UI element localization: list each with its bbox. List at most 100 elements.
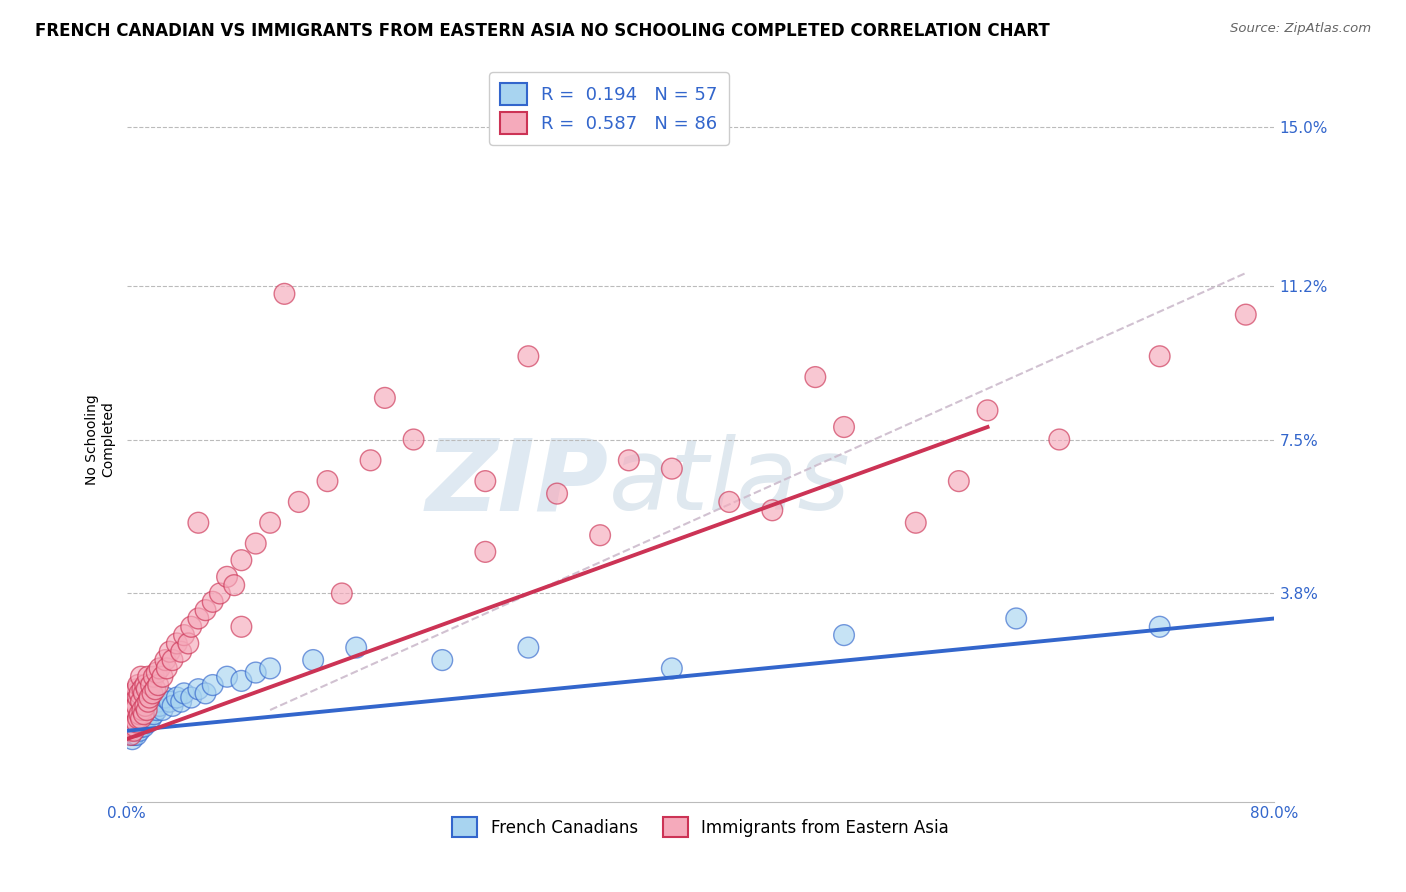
Ellipse shape bbox=[134, 716, 155, 737]
Ellipse shape bbox=[131, 691, 152, 712]
Ellipse shape bbox=[132, 699, 153, 721]
Ellipse shape bbox=[432, 649, 453, 671]
Ellipse shape bbox=[136, 679, 157, 699]
Ellipse shape bbox=[143, 704, 165, 724]
Ellipse shape bbox=[145, 679, 166, 699]
Ellipse shape bbox=[149, 696, 170, 716]
Ellipse shape bbox=[143, 666, 165, 687]
Ellipse shape bbox=[170, 641, 191, 662]
Ellipse shape bbox=[136, 708, 157, 729]
Ellipse shape bbox=[127, 712, 148, 733]
Ellipse shape bbox=[302, 649, 323, 671]
Ellipse shape bbox=[122, 716, 142, 737]
Ellipse shape bbox=[662, 658, 682, 679]
Ellipse shape bbox=[834, 417, 855, 437]
Ellipse shape bbox=[274, 284, 295, 304]
Ellipse shape bbox=[128, 716, 149, 737]
Ellipse shape bbox=[124, 691, 145, 712]
Ellipse shape bbox=[129, 704, 150, 724]
Ellipse shape bbox=[260, 512, 280, 533]
Ellipse shape bbox=[159, 691, 180, 712]
Ellipse shape bbox=[475, 471, 496, 491]
Ellipse shape bbox=[332, 583, 352, 604]
Ellipse shape bbox=[155, 687, 176, 708]
Ellipse shape bbox=[121, 704, 141, 724]
Ellipse shape bbox=[202, 591, 224, 612]
Ellipse shape bbox=[120, 724, 139, 746]
Text: FRENCH CANADIAN VS IMMIGRANTS FROM EASTERN ASIA NO SCHOOLING COMPLETED CORRELATI: FRENCH CANADIAN VS IMMIGRANTS FROM EASTE… bbox=[35, 22, 1050, 40]
Ellipse shape bbox=[718, 491, 740, 512]
Ellipse shape bbox=[195, 599, 217, 621]
Ellipse shape bbox=[174, 683, 194, 704]
Legend: French Canadians, Immigrants from Eastern Asia: French Canadians, Immigrants from Easter… bbox=[446, 810, 956, 844]
Ellipse shape bbox=[202, 674, 224, 696]
Ellipse shape bbox=[131, 666, 152, 687]
Ellipse shape bbox=[188, 679, 208, 699]
Ellipse shape bbox=[806, 367, 825, 387]
Ellipse shape bbox=[181, 687, 201, 708]
Ellipse shape bbox=[141, 674, 162, 696]
Ellipse shape bbox=[404, 429, 425, 450]
Ellipse shape bbox=[179, 633, 198, 654]
Ellipse shape bbox=[547, 483, 568, 504]
Ellipse shape bbox=[159, 641, 180, 662]
Ellipse shape bbox=[374, 387, 395, 409]
Ellipse shape bbox=[156, 658, 177, 679]
Ellipse shape bbox=[145, 696, 166, 716]
Ellipse shape bbox=[125, 721, 146, 741]
Ellipse shape bbox=[170, 691, 191, 712]
Ellipse shape bbox=[905, 512, 927, 533]
Ellipse shape bbox=[136, 696, 157, 716]
Ellipse shape bbox=[138, 666, 159, 687]
Ellipse shape bbox=[142, 683, 163, 704]
Ellipse shape bbox=[131, 704, 152, 724]
Ellipse shape bbox=[209, 583, 231, 604]
Ellipse shape bbox=[619, 450, 640, 471]
Ellipse shape bbox=[148, 691, 169, 712]
Ellipse shape bbox=[139, 704, 160, 724]
Ellipse shape bbox=[125, 699, 146, 721]
Ellipse shape bbox=[162, 649, 183, 671]
Ellipse shape bbox=[129, 683, 150, 704]
Ellipse shape bbox=[318, 471, 337, 491]
Ellipse shape bbox=[360, 450, 381, 471]
Ellipse shape bbox=[122, 729, 142, 749]
Ellipse shape bbox=[128, 704, 149, 724]
Ellipse shape bbox=[1149, 616, 1170, 637]
Ellipse shape bbox=[128, 687, 149, 708]
Ellipse shape bbox=[188, 608, 208, 629]
Ellipse shape bbox=[124, 708, 145, 729]
Ellipse shape bbox=[134, 683, 155, 704]
Ellipse shape bbox=[122, 699, 142, 721]
Ellipse shape bbox=[475, 541, 496, 562]
Ellipse shape bbox=[124, 721, 145, 741]
Ellipse shape bbox=[138, 699, 159, 721]
Ellipse shape bbox=[174, 624, 194, 646]
Ellipse shape bbox=[124, 724, 145, 746]
Ellipse shape bbox=[141, 708, 162, 729]
Ellipse shape bbox=[1149, 346, 1170, 367]
Ellipse shape bbox=[131, 716, 152, 737]
Ellipse shape bbox=[135, 712, 156, 733]
Ellipse shape bbox=[166, 687, 187, 708]
Ellipse shape bbox=[121, 724, 141, 746]
Ellipse shape bbox=[131, 708, 152, 729]
Ellipse shape bbox=[246, 533, 266, 554]
Ellipse shape bbox=[217, 566, 238, 587]
Ellipse shape bbox=[129, 721, 150, 741]
Ellipse shape bbox=[181, 616, 201, 637]
Ellipse shape bbox=[662, 458, 682, 479]
Text: atlas: atlas bbox=[609, 434, 851, 532]
Ellipse shape bbox=[122, 716, 142, 737]
Ellipse shape bbox=[155, 649, 176, 671]
Y-axis label: No Schooling
Completed: No Schooling Completed bbox=[86, 394, 115, 485]
Ellipse shape bbox=[188, 512, 208, 533]
Text: Source: ZipAtlas.com: Source: ZipAtlas.com bbox=[1230, 22, 1371, 36]
Ellipse shape bbox=[135, 699, 156, 721]
Ellipse shape bbox=[149, 658, 170, 679]
Ellipse shape bbox=[134, 704, 155, 724]
Ellipse shape bbox=[125, 683, 146, 704]
Ellipse shape bbox=[135, 674, 156, 696]
Ellipse shape bbox=[142, 699, 163, 721]
Ellipse shape bbox=[148, 674, 169, 696]
